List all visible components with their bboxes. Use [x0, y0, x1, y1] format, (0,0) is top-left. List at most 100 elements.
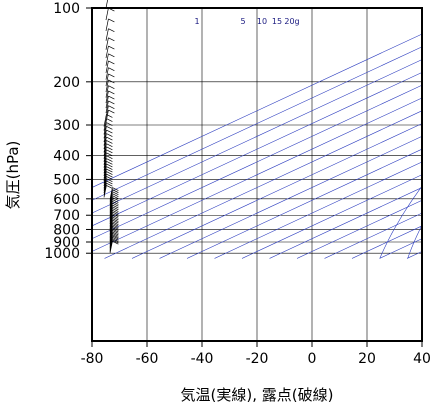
wind-barb	[103, 166, 107, 179]
isotherm-line	[92, 33, 422, 188]
y-tick-label: 900	[53, 235, 80, 251]
wind-barb	[103, 140, 107, 153]
wind-barb-flag	[106, 129, 113, 134]
wind-barb-flag	[108, 28, 115, 33]
wind-barb	[109, 193, 113, 206]
wind-barb-flag	[112, 222, 119, 227]
wind-barb-flag	[108, 37, 115, 42]
isotherm-line	[406, 251, 422, 259]
isotherm-line	[92, 72, 422, 227]
wind-barb-flag	[112, 202, 119, 207]
wind-barb	[103, 176, 107, 189]
wind-barb-flag	[108, 79, 115, 84]
y-tick-label: 600	[53, 192, 80, 208]
wind-barb-flag	[112, 187, 119, 191]
isotherm-line	[351, 225, 422, 259]
wind-barb	[103, 136, 107, 150]
mixing-ratio-label: 1	[194, 17, 199, 26]
wind-barb-flag	[112, 235, 119, 240]
wind-barb-flag	[106, 158, 113, 162]
wind-barb-flag	[106, 136, 113, 141]
wind-barb	[103, 149, 107, 162]
wind-barb	[109, 189, 113, 202]
wind-barb	[105, 67, 109, 80]
isotherm-line	[92, 46, 422, 201]
wind-barb-flag	[112, 189, 119, 193]
wind-barb-flag	[106, 185, 113, 189]
x-axis-ticks: -80 -60 -40 -20 0 20 40	[81, 341, 431, 367]
wind-barb	[105, 0, 108, 9]
isotherm-line	[214, 161, 422, 259]
wind-barb-flag	[106, 152, 113, 157]
isotherm-line	[324, 212, 422, 259]
wind-barb-flag	[106, 182, 113, 187]
wind-barb	[109, 204, 113, 218]
wind-barb	[105, 8, 109, 21]
wind-barb-flag	[112, 234, 119, 238]
x-tick-label: -20	[246, 351, 269, 367]
isotherm-line	[92, 97, 422, 252]
wind-barb	[105, 73, 109, 87]
wind-barb-flag	[112, 230, 119, 234]
wind-barb-flag	[112, 211, 119, 216]
isotherm-line	[92, 84, 422, 240]
wind-barb-flag	[106, 166, 113, 170]
wind-barb-flag	[106, 140, 113, 144]
wind-barb	[103, 146, 107, 159]
wind-barb	[109, 191, 113, 204]
wind-barb	[103, 152, 107, 165]
wind-barb	[103, 163, 107, 177]
wind-barb-flag	[106, 133, 113, 137]
wind-barb	[103, 122, 107, 135]
wind-barb-flag	[112, 219, 119, 224]
wind-barb-flag	[108, 45, 115, 50]
wind-barb	[105, 96, 109, 109]
mixing-ratio-label: 5	[240, 17, 245, 26]
wind-barb	[103, 143, 107, 156]
wind-barb-flag	[106, 155, 113, 160]
wind-barbs	[103, 0, 119, 254]
wind-barb-flag	[112, 232, 119, 237]
wind-barb	[103, 158, 107, 171]
wind-barb-flag	[106, 171, 113, 175]
wind-barb-flag	[112, 216, 119, 221]
wind-barb-flag	[106, 126, 113, 130]
wind-barb	[105, 90, 109, 104]
isotherm-line	[104, 110, 422, 259]
wind-barb-flag	[112, 227, 119, 231]
mixing-ratio-label: 15	[272, 17, 282, 26]
y-tick-label: 500	[53, 172, 80, 188]
wind-barb-flag	[108, 105, 115, 109]
wind-barb-flag	[112, 231, 119, 236]
wind-barb	[105, 45, 109, 59]
isotherm-line	[241, 174, 422, 259]
wind-barb	[109, 197, 113, 210]
wind-barb	[105, 85, 109, 98]
wind-barb-flag	[112, 214, 119, 219]
y-tick-label: 300	[53, 118, 80, 134]
dry-adiabat	[379, 185, 422, 259]
wind-barb-flag	[112, 221, 119, 225]
wind-barb-flag	[112, 195, 119, 199]
wind-barb-flag	[108, 95, 115, 100]
dry-adiabat	[407, 224, 422, 259]
x-tick-label: 0	[308, 351, 317, 367]
wind-barb-flag	[112, 193, 119, 198]
wind-barb-flag	[106, 160, 113, 165]
wind-barb-flag	[108, 60, 115, 65]
wind-barb	[105, 28, 109, 41]
wind-barb	[105, 53, 109, 66]
wind-barb-flag	[106, 146, 113, 151]
wind-barb	[109, 199, 113, 212]
x-tick-label: -80	[81, 351, 104, 367]
x-tick-label: 40	[413, 351, 431, 367]
wind-barb-flag	[112, 238, 119, 242]
y-tick-label: 1000	[44, 246, 80, 262]
x-axis-label: 気温(実線), 露点(破線)	[181, 386, 334, 404]
wind-barb	[109, 203, 113, 216]
wind-barb	[105, 18, 109, 31]
isotherm-line	[296, 199, 422, 259]
x-tick-label: 20	[358, 351, 376, 367]
wind-barb-flag	[106, 163, 113, 168]
